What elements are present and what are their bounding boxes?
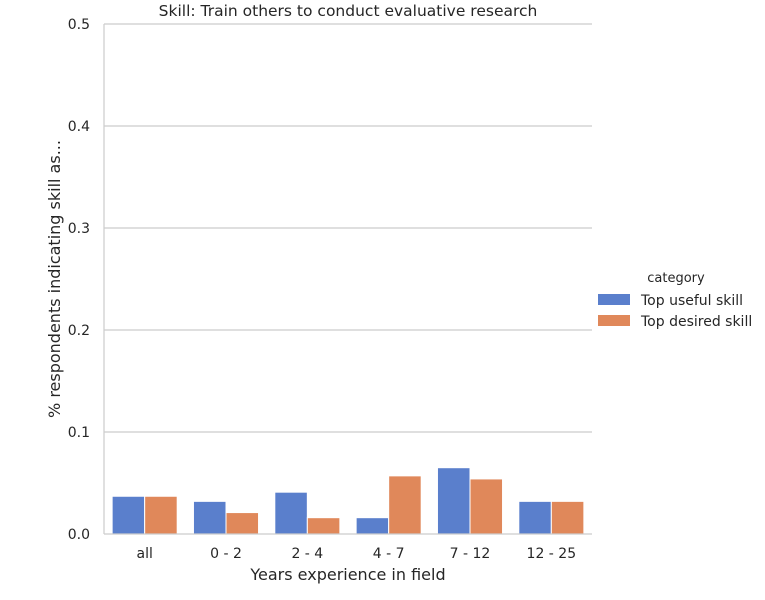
x-tick-label: 0 - 2: [210, 546, 242, 562]
bar-top-useful-3: [355, 517, 390, 535]
x-tick-label: 12 - 25: [527, 546, 577, 562]
bar-top-desired-3: [388, 475, 422, 535]
gridlines: [104, 23, 592, 433]
x-tick-label: all: [136, 546, 152, 562]
y-tick-label: 0.1: [68, 425, 90, 441]
bar-top-desired-1: [225, 512, 260, 535]
legend-label-top-useful: Top useful skill: [640, 293, 743, 309]
y-tick-label: 0.5: [68, 17, 90, 33]
bar-top-desired-0: [144, 495, 178, 535]
legend: category Top useful skill Top desired ski…: [598, 271, 752, 330]
bar-top-useful-4: [436, 467, 471, 535]
y-tick-labels: 0.0 0.1 0.2 0.3 0.4 0.5: [68, 17, 90, 543]
bar-top-desired-4: [469, 478, 504, 535]
y-tick-label: 0.2: [68, 323, 90, 339]
bar-top-desired-2: [306, 517, 341, 535]
y-axis-label: % respondents indicating skill as...: [45, 140, 64, 418]
bar-top-useful-5: [518, 500, 552, 535]
bar-top-desired-5: [550, 500, 585, 535]
bars: [111, 467, 585, 535]
legend-swatch-top-desired: [598, 315, 630, 326]
x-tick-label: 2 - 4: [291, 546, 323, 562]
x-tick-labels: all 0 - 2 2 - 4 4 - 7 7 - 12 12 - 25: [136, 546, 576, 562]
legend-title: category: [647, 271, 705, 286]
chart-title: Skill: Train others to conduct evaluativ…: [159, 2, 538, 20]
y-tick-label: 0.3: [68, 221, 90, 237]
bar-top-useful-2: [274, 491, 308, 535]
y-tick-label: 0.0: [68, 527, 90, 543]
x-tick-label: 7 - 12: [450, 546, 491, 562]
bar-top-useful-1: [192, 500, 227, 535]
y-tick-label: 0.4: [68, 119, 90, 135]
x-tick-label: 4 - 7: [373, 546, 405, 562]
legend-swatch-top-useful: [598, 294, 630, 305]
x-axis-label: Years experience in field: [249, 565, 445, 584]
bar-top-useful-0: [111, 495, 146, 535]
legend-label-top-desired: Top desired skill: [640, 314, 752, 330]
